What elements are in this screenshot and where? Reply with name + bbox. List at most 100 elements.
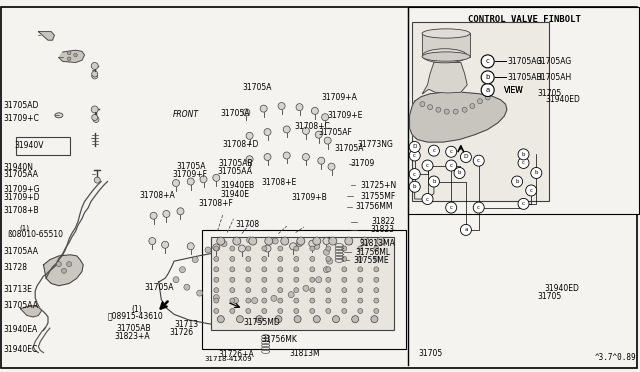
Polygon shape: [44, 255, 83, 286]
Text: a: a: [464, 227, 468, 232]
Circle shape: [262, 298, 267, 303]
Circle shape: [358, 277, 363, 282]
Text: 31705AG: 31705AG: [508, 57, 543, 66]
Circle shape: [278, 267, 283, 272]
Text: 31705AA: 31705AA: [3, 247, 38, 256]
Text: c: c: [413, 171, 416, 177]
Circle shape: [531, 167, 542, 179]
Text: 31728: 31728: [3, 263, 27, 272]
Text: 31823: 31823: [370, 225, 394, 234]
Circle shape: [374, 298, 379, 303]
Circle shape: [326, 277, 331, 282]
Text: c: c: [450, 149, 452, 154]
Circle shape: [249, 237, 257, 245]
Circle shape: [422, 193, 433, 205]
Circle shape: [192, 257, 198, 263]
Circle shape: [294, 288, 299, 293]
Text: 31709: 31709: [351, 159, 375, 168]
Circle shape: [323, 249, 330, 255]
Circle shape: [256, 316, 262, 323]
Circle shape: [237, 316, 243, 323]
Circle shape: [205, 247, 211, 253]
Text: a: a: [486, 87, 490, 93]
Text: c: c: [413, 153, 416, 158]
Circle shape: [328, 163, 335, 170]
Circle shape: [342, 277, 347, 282]
Text: 31709+A: 31709+A: [321, 93, 357, 102]
Circle shape: [272, 238, 278, 244]
Circle shape: [294, 298, 299, 303]
Text: 31713: 31713: [174, 320, 198, 329]
Circle shape: [326, 246, 331, 251]
Circle shape: [246, 298, 251, 303]
Circle shape: [278, 246, 283, 251]
Circle shape: [264, 129, 271, 135]
Circle shape: [358, 308, 363, 314]
Circle shape: [428, 105, 433, 110]
Circle shape: [481, 84, 494, 96]
Circle shape: [173, 180, 179, 186]
Circle shape: [230, 308, 235, 314]
Circle shape: [92, 71, 98, 77]
Circle shape: [420, 102, 425, 107]
Text: b: b: [534, 170, 538, 176]
Circle shape: [246, 132, 253, 139]
Circle shape: [213, 295, 220, 301]
Circle shape: [326, 267, 331, 272]
Text: 31726: 31726: [170, 328, 194, 337]
Bar: [422, 33, 470, 57]
Text: 31940EA: 31940EA: [3, 325, 38, 334]
Text: c: c: [450, 205, 452, 210]
Text: 31709+C: 31709+C: [3, 114, 39, 123]
Text: Ⓟ08915-43610: Ⓟ08915-43610: [108, 312, 163, 321]
Text: 31705AF: 31705AF: [319, 128, 353, 137]
Circle shape: [296, 241, 303, 247]
Circle shape: [214, 277, 219, 282]
Circle shape: [284, 126, 290, 133]
Circle shape: [525, 185, 537, 196]
Circle shape: [294, 308, 299, 314]
Text: c: c: [426, 196, 429, 202]
Circle shape: [56, 262, 61, 267]
Circle shape: [200, 176, 207, 183]
Text: 31705: 31705: [418, 349, 442, 358]
Circle shape: [333, 316, 339, 323]
Circle shape: [316, 277, 322, 283]
Circle shape: [322, 114, 328, 121]
Text: 31708+A: 31708+A: [140, 191, 175, 200]
Circle shape: [313, 237, 321, 245]
Text: c: c: [477, 205, 480, 210]
Text: ^3.7^0.89: ^3.7^0.89: [595, 353, 637, 362]
Circle shape: [409, 141, 420, 153]
Circle shape: [342, 288, 347, 293]
Text: 31755MF: 31755MF: [360, 192, 396, 201]
Circle shape: [281, 237, 289, 245]
Text: 31708+C: 31708+C: [294, 122, 330, 131]
Circle shape: [265, 237, 273, 245]
Circle shape: [246, 156, 253, 163]
Circle shape: [246, 277, 251, 282]
Circle shape: [310, 298, 315, 303]
Circle shape: [310, 267, 315, 272]
Circle shape: [361, 237, 369, 245]
Circle shape: [352, 316, 358, 323]
Circle shape: [374, 277, 379, 282]
Circle shape: [374, 308, 379, 314]
Text: 31709+F: 31709+F: [173, 170, 208, 179]
Circle shape: [297, 237, 305, 245]
Circle shape: [374, 246, 379, 251]
Circle shape: [150, 212, 157, 219]
Text: 31940EC: 31940EC: [3, 345, 38, 354]
Circle shape: [214, 246, 219, 251]
Circle shape: [213, 174, 220, 181]
Circle shape: [262, 256, 267, 262]
Text: c: c: [450, 163, 452, 168]
Circle shape: [309, 240, 316, 247]
Circle shape: [214, 256, 219, 262]
Ellipse shape: [55, 113, 63, 118]
Text: 31725+N: 31725+N: [360, 181, 397, 190]
Circle shape: [260, 105, 267, 112]
Circle shape: [74, 53, 77, 57]
Text: 31709+G: 31709+G: [3, 185, 40, 194]
Circle shape: [518, 157, 529, 169]
